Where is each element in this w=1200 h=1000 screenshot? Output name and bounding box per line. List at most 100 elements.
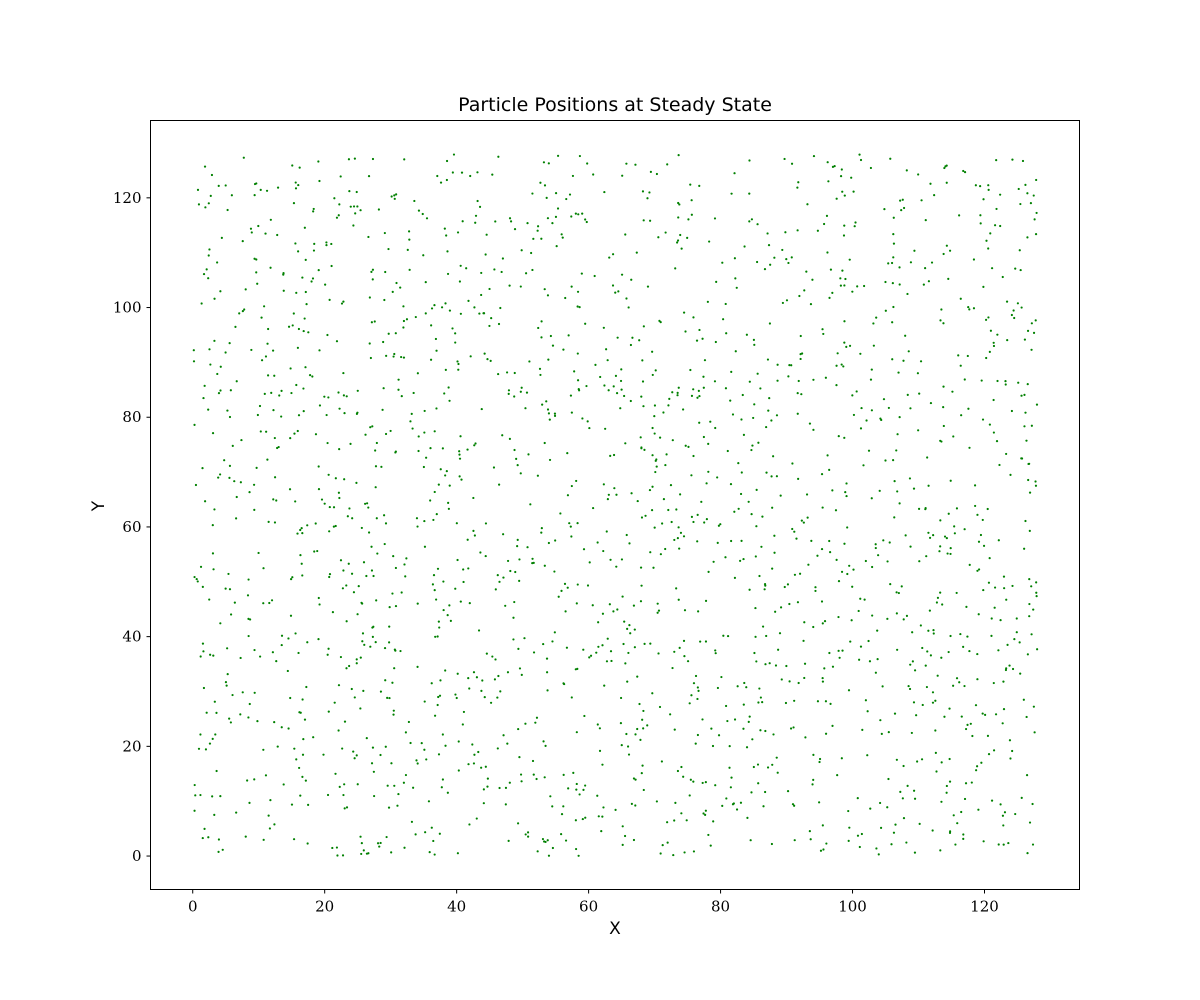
particle-point — [931, 701, 935, 704]
particle-point — [692, 454, 695, 458]
particle-point — [623, 834, 627, 838]
particle-point — [869, 807, 872, 810]
particle-point — [703, 521, 706, 524]
particle-point — [346, 515, 349, 518]
particle-point — [816, 554, 819, 557]
particle-point — [757, 701, 760, 704]
particle-point — [367, 531, 371, 534]
particle-point — [1024, 183, 1027, 186]
particle-point — [929, 401, 933, 405]
particle-point — [525, 391, 529, 394]
particle-point — [1029, 202, 1033, 205]
particle-point — [834, 509, 838, 512]
particle-point — [762, 805, 765, 808]
particle-point — [692, 316, 695, 319]
particle-point — [724, 387, 728, 390]
particle-point — [382, 340, 385, 344]
particle-point — [247, 716, 250, 719]
particle-point — [551, 640, 554, 643]
particle-point — [436, 567, 440, 570]
particle-point — [963, 378, 966, 381]
particle-point — [318, 349, 321, 352]
particle-point — [193, 809, 196, 812]
particle-point — [853, 225, 856, 228]
particle-point — [962, 169, 965, 173]
particle-point — [353, 757, 356, 760]
particle-point — [1028, 491, 1032, 494]
particle-point — [789, 727, 793, 730]
particle-point — [275, 499, 278, 502]
particle-point — [839, 175, 843, 178]
particle-point — [483, 352, 486, 355]
particle-point — [1016, 302, 1019, 305]
particle-point — [246, 779, 249, 782]
particle-point — [860, 832, 863, 836]
particle-point — [916, 372, 920, 375]
x-tick-label: 80 — [711, 898, 730, 916]
particle-point — [273, 721, 276, 724]
particle-point — [932, 629, 935, 632]
particle-point — [439, 181, 443, 184]
particle-point — [933, 194, 936, 197]
particle-point — [887, 731, 890, 734]
particle-point — [869, 166, 873, 170]
particle-point — [816, 229, 819, 232]
particle-point — [964, 727, 968, 731]
particle-point — [871, 614, 874, 617]
particle-point — [630, 802, 633, 805]
particle-point — [764, 729, 767, 733]
particle-point — [504, 803, 507, 806]
particle-point — [297, 250, 300, 253]
particle-point — [684, 330, 687, 333]
particle-point — [909, 407, 912, 410]
particle-point — [528, 360, 531, 363]
particle-point — [524, 407, 527, 410]
particle-point — [625, 533, 628, 537]
particle-point — [518, 756, 521, 759]
y-tick-label: 0 — [132, 847, 142, 865]
particle-point — [713, 380, 717, 383]
particle-point — [499, 306, 502, 310]
particle-point — [217, 476, 220, 479]
particle-point — [564, 839, 568, 842]
particle-point — [640, 584, 643, 587]
particle-point — [301, 532, 304, 535]
particle-point — [754, 606, 757, 610]
particle-point — [919, 360, 923, 363]
particle-point — [730, 370, 733, 374]
particle-point — [692, 850, 696, 853]
particle-point — [226, 647, 229, 650]
particle-point — [620, 558, 624, 561]
particle-point — [423, 748, 426, 751]
particle-point — [880, 732, 883, 735]
particle-point — [204, 206, 207, 209]
particle-point — [326, 441, 329, 445]
particle-point — [244, 288, 247, 291]
particle-point — [539, 373, 542, 377]
particle-point — [745, 686, 748, 689]
particle-point — [771, 506, 774, 509]
particle-point — [714, 784, 717, 787]
particle-point — [642, 788, 645, 792]
particle-point — [459, 312, 462, 315]
particle-point — [743, 681, 746, 685]
particle-point — [687, 218, 690, 221]
particle-point — [249, 227, 253, 230]
particle-point — [393, 784, 396, 787]
particle-point — [540, 527, 543, 530]
particle-point — [589, 654, 593, 657]
particle-point — [1002, 843, 1005, 846]
particle-point — [508, 781, 511, 784]
particle-point — [392, 709, 395, 712]
particle-point — [932, 534, 935, 537]
particle-point — [508, 284, 511, 287]
particle-point — [197, 203, 201, 206]
particle-point — [559, 512, 562, 515]
particle-point — [867, 639, 870, 643]
particle-point — [775, 475, 779, 478]
particle-point — [988, 557, 991, 560]
particle-point — [376, 552, 379, 555]
particle-point — [996, 379, 999, 383]
particle-point — [673, 728, 676, 731]
particle-point — [770, 842, 774, 846]
